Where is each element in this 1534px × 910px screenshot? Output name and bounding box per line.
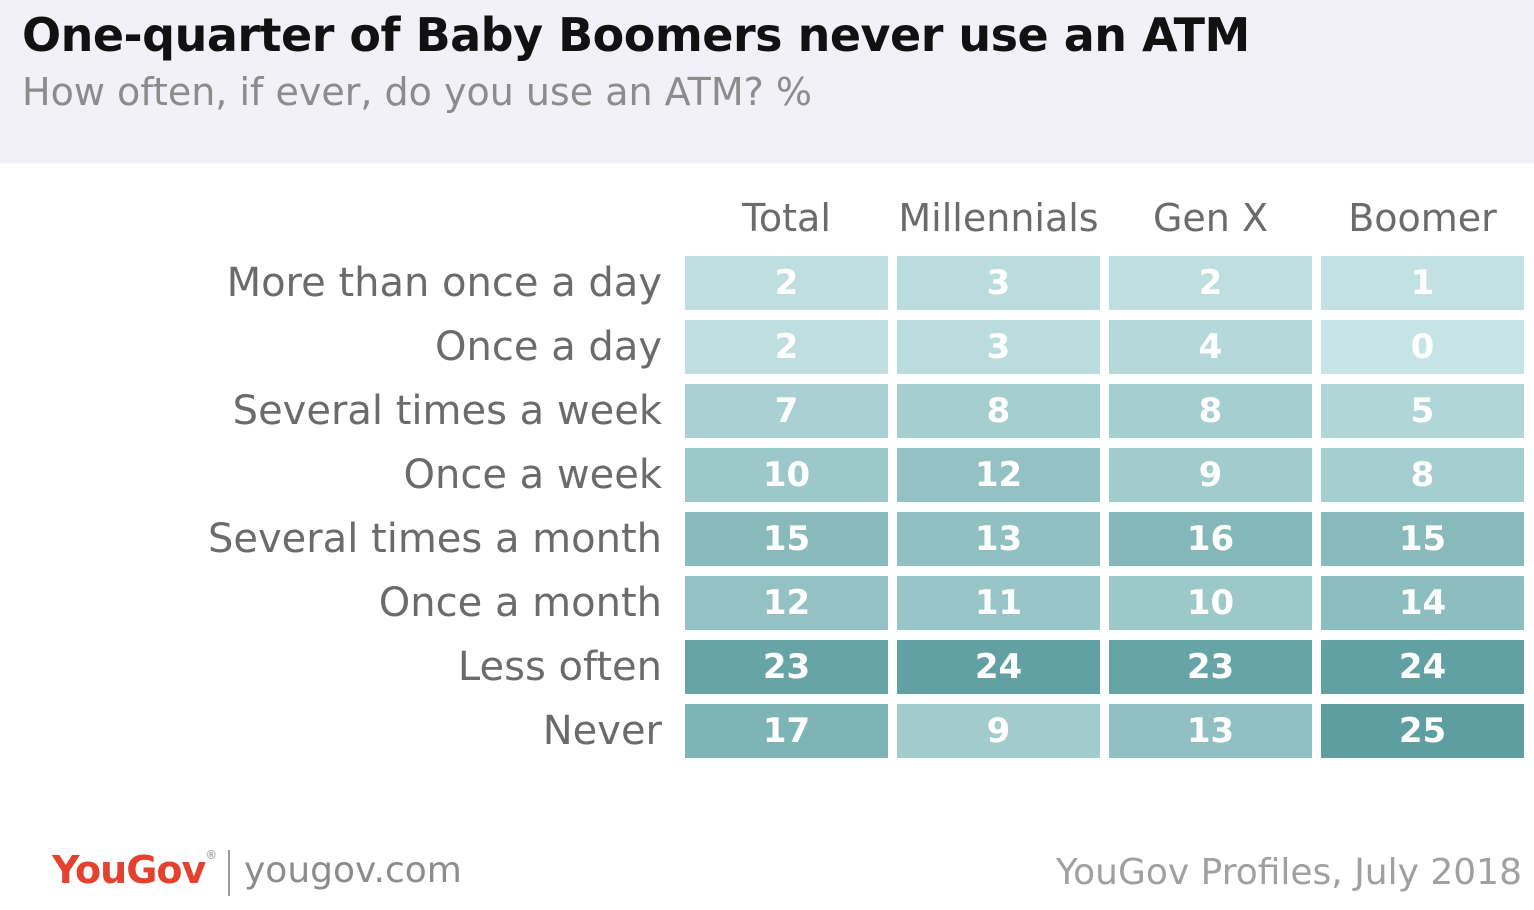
row-label-once-a-week: Once a week (403, 452, 662, 498)
heatmap-cell: 13 (897, 512, 1100, 566)
heatmap-cell: 8 (1321, 448, 1524, 502)
heatmap-cell: 3 (897, 256, 1100, 310)
heatmap-cell: 10 (685, 448, 888, 502)
heatmap-cell: 24 (1321, 640, 1524, 694)
row-label-several-times-a-week: Several times a week (232, 388, 662, 434)
heatmap-cell: 8 (1109, 384, 1312, 438)
header: One-quarter of Baby Boomers never use an… (0, 0, 1534, 163)
column-header-boomer: Boomer (1348, 196, 1497, 240)
row-label-several-times-a-month: Several times a month (207, 516, 662, 562)
heatmap-cell: 2 (1109, 256, 1312, 310)
heatmap-cell: 13 (1109, 704, 1312, 758)
heatmap-cell: 2 (685, 320, 888, 374)
footer-divider (228, 850, 230, 896)
row-label-more-than-once-a-day: More than once a day (226, 260, 662, 306)
heatmap-cell: 23 (1109, 640, 1312, 694)
heatmap-cell: 8 (897, 384, 1100, 438)
heatmap-cell: 1 (1321, 256, 1524, 310)
heatmap-cell: 25 (1321, 704, 1524, 758)
footer-url: yougov.com (244, 850, 462, 891)
heatmap-cell: 9 (1109, 448, 1312, 502)
heatmap-cell: 0 (1321, 320, 1524, 374)
column-header-millennials: Millennials (898, 196, 1099, 240)
heatmap-cell: 16 (1109, 512, 1312, 566)
heatmap-cell: 2 (685, 256, 888, 310)
yougov-logo: YouGov® (52, 848, 217, 892)
row-label-less-often: Less often (457, 644, 662, 690)
heatmap-cell: 11 (897, 576, 1100, 630)
heatmap-cell: 12 (897, 448, 1100, 502)
heatmap-cell: 10 (1109, 576, 1312, 630)
column-header-total: Total (742, 196, 831, 240)
row-label-never: Never (542, 708, 662, 754)
heatmap-cell: 4 (1109, 320, 1312, 374)
row-label-once-a-day: Once a day (435, 324, 662, 370)
heatmap-cell: 23 (685, 640, 888, 694)
column-header-gen-x: Gen X (1152, 196, 1269, 240)
heatmap-cell: 5 (1321, 384, 1524, 438)
heatmap-cell: 9 (897, 704, 1100, 758)
chart-subtitle: How often, if ever, do you use an ATM? % (22, 70, 813, 114)
heatmap-cell: 12 (685, 576, 888, 630)
heatmap-cell: 7 (685, 384, 888, 438)
logo-text: YouGov (52, 848, 206, 892)
heatmap-cell: 15 (1321, 512, 1524, 566)
heatmap-cell: 14 (1321, 576, 1524, 630)
heatmap-cell: 3 (897, 320, 1100, 374)
footer-source: YouGov Profiles, July 2018 (1055, 852, 1522, 893)
heatmap-cell: 24 (897, 640, 1100, 694)
chart-title: One-quarter of Baby Boomers never use an… (22, 8, 1250, 62)
heatmap-cell: 17 (685, 704, 888, 758)
heatmap-cell: 15 (685, 512, 888, 566)
row-label-once-a-month: Once a month (378, 580, 662, 626)
